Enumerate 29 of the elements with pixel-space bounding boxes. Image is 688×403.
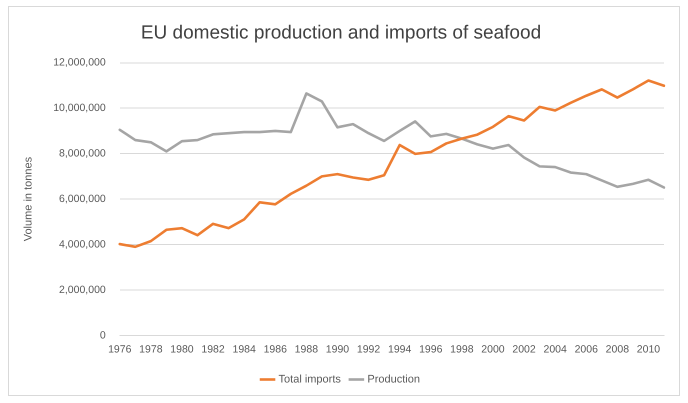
- chart-title: EU domestic production and imports of seafood: [140, 22, 542, 44]
- legend-label: Production: [367, 374, 420, 386]
- x-tick-label: 1982: [201, 344, 225, 356]
- x-tick-label: 1978: [139, 344, 163, 356]
- y-axis-title: Volume in tonnes: [22, 156, 35, 242]
- y-tick-label: 6,000,000: [59, 192, 106, 205]
- x-tick-label: 1998: [450, 344, 474, 356]
- x-tick-label: 1992: [356, 344, 380, 356]
- x-tick-label: 1980: [170, 344, 194, 356]
- y-tick-label: 4,000,000: [59, 238, 106, 250]
- x-tick-label: 2004: [543, 344, 567, 356]
- y-tick-label: 12,000,000: [53, 56, 106, 69]
- y-tick-label: 0: [100, 329, 106, 342]
- y-tick-label: 8,000,000: [59, 148, 106, 160]
- x-tick-label: 2002: [512, 344, 536, 356]
- x-tick-label: 2008: [606, 344, 630, 356]
- x-tick-label: 2000: [481, 344, 505, 356]
- y-tick-label: 10,000,000: [53, 102, 106, 114]
- legend-label: Total imports: [278, 374, 342, 386]
- y-tick-label: 2,000,000: [59, 284, 106, 296]
- x-tick-label: 2006: [574, 344, 598, 356]
- x-tick-label: 2010: [636, 344, 660, 356]
- x-tick-label: 1994: [388, 344, 412, 356]
- x-tick-label: 1990: [326, 344, 350, 356]
- x-tick-label: 1986: [264, 344, 288, 356]
- x-tick-label: 1996: [419, 344, 443, 356]
- x-tick-label: 1984: [232, 344, 256, 356]
- x-tick-label: 1976: [108, 344, 132, 356]
- x-tick-label: 1988: [294, 344, 318, 356]
